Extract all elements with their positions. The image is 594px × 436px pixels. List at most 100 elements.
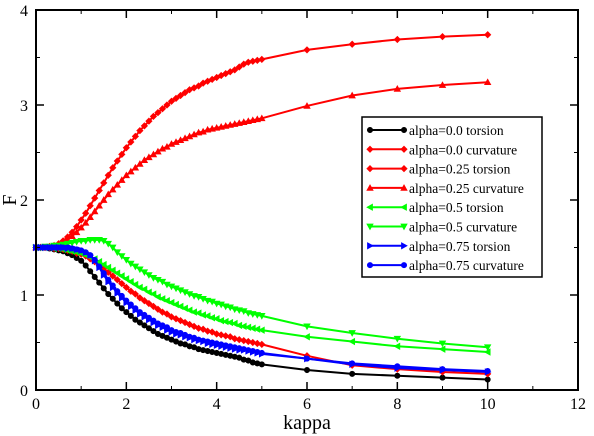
- data-point: [113, 180, 122, 188]
- data-point: [136, 160, 144, 167]
- series-layer: [32, 31, 492, 383]
- data-point: [199, 325, 207, 333]
- data-point: [393, 342, 401, 351]
- data-point: [181, 89, 189, 97]
- data-point: [172, 315, 180, 323]
- data-point: [113, 276, 121, 284]
- data-point: [150, 317, 157, 324]
- legend-item: alpha=0.75 curvature: [366, 258, 524, 273]
- legend-box: [361, 116, 543, 278]
- x-tick-label: 6: [303, 396, 311, 413]
- data-point: [194, 82, 203, 90]
- data-point: [109, 272, 117, 280]
- data-point: [104, 190, 112, 198]
- data-point: [393, 335, 402, 343]
- data-point: [109, 295, 116, 302]
- data-point: [149, 112, 158, 121]
- data-point: [100, 179, 108, 187]
- x-tick-label: 2: [122, 396, 130, 413]
- data-point: [145, 325, 152, 332]
- data-point: [113, 157, 121, 165]
- data-point: [122, 275, 130, 283]
- data-point: [95, 186, 103, 195]
- data-point: [163, 101, 171, 109]
- legend-item: alpha=0.5 torsion: [366, 200, 504, 215]
- data-point: [91, 273, 98, 280]
- data-point: [167, 97, 176, 105]
- data-point: [348, 337, 356, 346]
- data-point: [123, 309, 130, 316]
- data-point: [258, 114, 266, 122]
- data-point: [136, 283, 143, 292]
- legend-label: alpha=0.5 torsion: [409, 200, 504, 215]
- data-point: [136, 127, 144, 135]
- data-point: [348, 91, 356, 99]
- data-point: [104, 240, 112, 248]
- data-point: [181, 304, 188, 313]
- data-point: [167, 313, 176, 321]
- data-point: [131, 132, 139, 140]
- data-point: [154, 293, 161, 301]
- data-point: [439, 374, 446, 381]
- data-point: [95, 201, 103, 209]
- data-point: [213, 330, 221, 338]
- data-point: [394, 372, 401, 379]
- data-point: [348, 40, 356, 48]
- data-point: [483, 78, 492, 86]
- data-point: [63, 240, 72, 248]
- data-point: [68, 232, 76, 239]
- data-point: [185, 306, 193, 314]
- x-tick-label: 8: [393, 396, 401, 413]
- legend-label: alpha=0.75 torsion: [409, 239, 511, 254]
- legend-item: alpha=0.5 curvature: [366, 220, 517, 235]
- data-point: [158, 308, 167, 316]
- data-point: [163, 296, 170, 305]
- data-point: [91, 207, 99, 215]
- data-point: [172, 94, 180, 102]
- legend-marker: [400, 262, 408, 269]
- data-point: [303, 355, 311, 362]
- data-point: [258, 55, 266, 64]
- data-point: [114, 288, 121, 295]
- data-point: [235, 336, 243, 344]
- data-point: [127, 167, 135, 175]
- data-point: [95, 258, 103, 266]
- data-point: [105, 276, 112, 283]
- data-point: [91, 194, 99, 202]
- data-point: [118, 253, 126, 260]
- data-point: [127, 301, 134, 308]
- data-point: [230, 319, 238, 328]
- legend-marker: [367, 242, 374, 250]
- data-point: [149, 302, 158, 311]
- data-point: [109, 185, 117, 193]
- data-point: [348, 330, 356, 337]
- data-point: [141, 322, 148, 329]
- legend-marker: [400, 184, 408, 191]
- legend-marker: [400, 164, 408, 173]
- series-7: [32, 244, 491, 375]
- data-point: [393, 35, 401, 44]
- data-point: [113, 249, 122, 257]
- data-point: [235, 63, 243, 71]
- data-point: [258, 313, 266, 320]
- data-point: [86, 202, 94, 210]
- data-point: [154, 108, 162, 117]
- data-point: [131, 163, 140, 171]
- series-5: [32, 237, 492, 352]
- data-point: [167, 298, 175, 307]
- data-point: [109, 244, 117, 252]
- data-point: [105, 291, 112, 298]
- data-point: [145, 314, 152, 321]
- data-point: [136, 294, 144, 302]
- data-point: [78, 257, 85, 264]
- data-point: [258, 349, 265, 356]
- data-point: [158, 105, 167, 113]
- data-point: [127, 138, 135, 146]
- data-point: [122, 256, 131, 264]
- data-point: [108, 266, 116, 275]
- data-point: [393, 85, 402, 92]
- data-point: [86, 213, 94, 220]
- data-point: [145, 117, 153, 125]
- data-point: [118, 176, 126, 183]
- data-point: [86, 237, 94, 244]
